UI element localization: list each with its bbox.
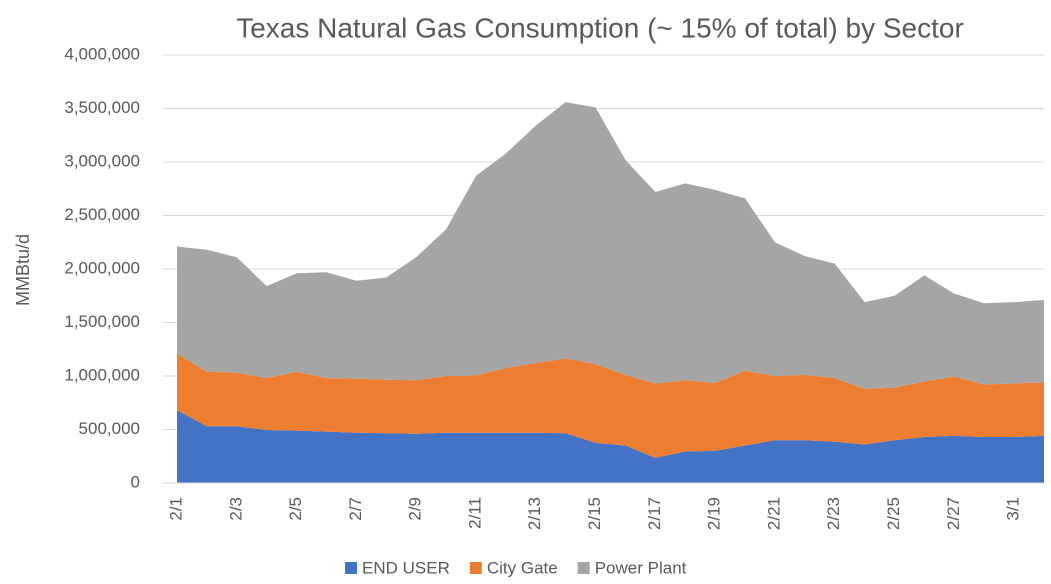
x-tick-label: 2/1 xyxy=(166,497,185,521)
y-axis-title: MMBtu/d xyxy=(13,234,33,306)
x-tick-label: 2/25 xyxy=(884,497,903,530)
x-tick-label: 2/7 xyxy=(346,497,365,521)
x-tick-label: 2/11 xyxy=(465,497,484,529)
legend-label: Power Plant xyxy=(595,558,687,577)
x-tick-label: 2/17 xyxy=(645,497,664,530)
legend-label: END USER xyxy=(362,558,450,577)
x-tick-label: 2/15 xyxy=(585,497,604,530)
y-tick-label: 1,500,000 xyxy=(64,312,140,331)
y-tick-label: 3,000,000 xyxy=(64,151,140,170)
y-tick-label: 2,000,000 xyxy=(64,258,140,277)
area xyxy=(177,353,1044,458)
x-tick-label: 3/1 xyxy=(1004,497,1023,521)
x-tick-label: 2/23 xyxy=(824,497,843,530)
x-tick-label: 2/3 xyxy=(226,497,245,521)
legend-label: City Gate xyxy=(487,558,558,577)
legend-swatch xyxy=(345,562,357,574)
area xyxy=(177,410,1044,483)
area xyxy=(177,102,1044,389)
x-tick-label: 2/9 xyxy=(406,497,425,521)
y-tick-label: 1,000,000 xyxy=(64,365,140,384)
y-tick-label: 4,000,000 xyxy=(64,44,140,63)
y-tick-label: 500,000 xyxy=(79,419,140,438)
y-tick-label: 2,500,000 xyxy=(64,205,140,224)
x-tick-label: 2/27 xyxy=(944,497,963,530)
y-tick-label: 0 xyxy=(131,472,140,491)
y-tick-label: 3,500,000 xyxy=(64,98,140,117)
legend-swatch xyxy=(469,562,482,574)
x-tick-label: 2/21 xyxy=(764,497,783,530)
x-tick-label: 2/19 xyxy=(705,497,724,530)
x-tick-label: 2/13 xyxy=(525,497,544,530)
x-tick-label: 2/5 xyxy=(286,497,305,521)
chart-title: Texas Natural Gas Consumption (~ 15% of … xyxy=(236,12,964,43)
legend-swatch xyxy=(577,562,590,574)
